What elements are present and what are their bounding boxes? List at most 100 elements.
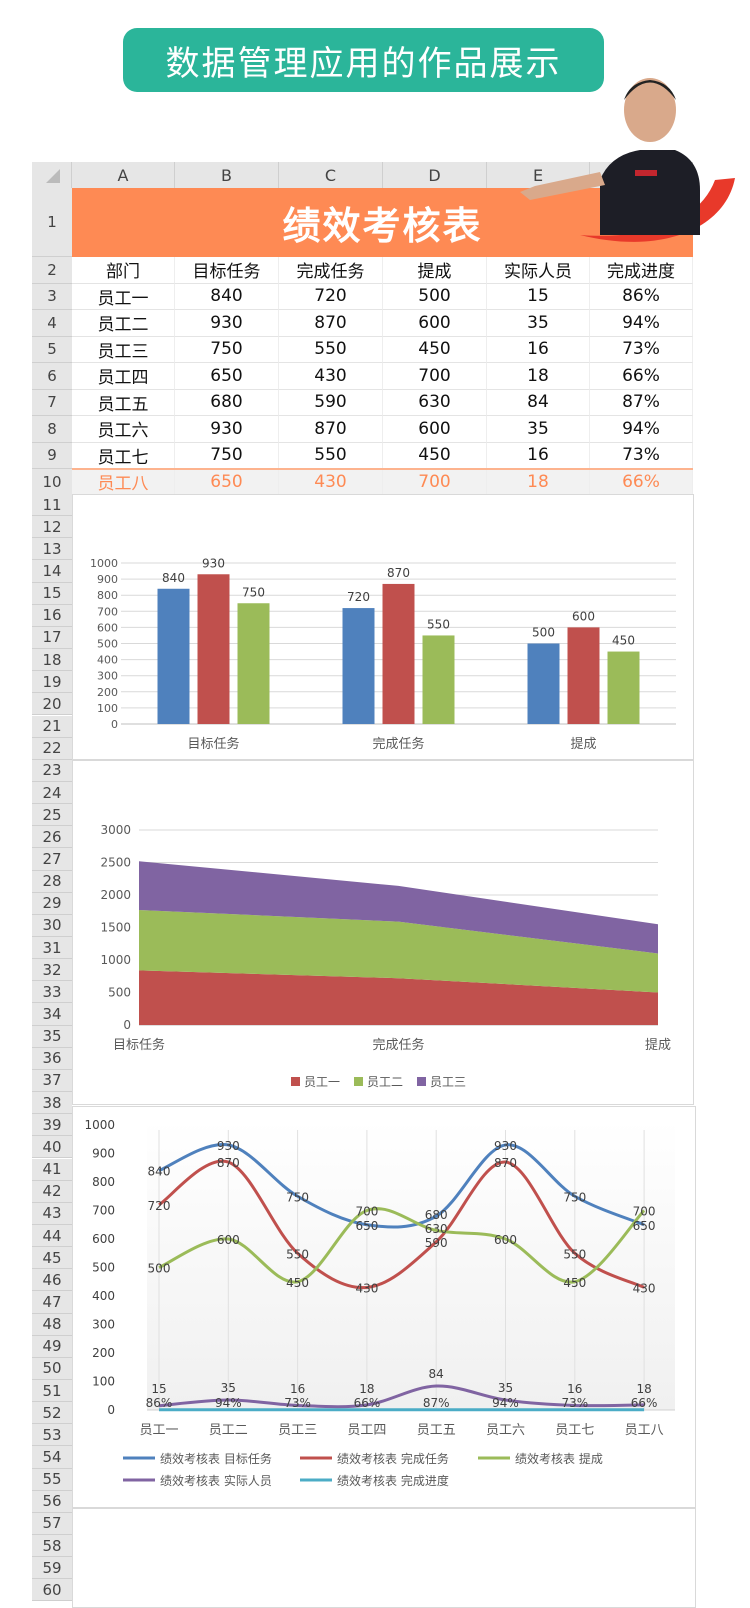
row-header-41[interactable]: 41 xyxy=(32,1159,72,1181)
row-header-8[interactable]: 8 xyxy=(32,416,72,443)
row-header-22[interactable]: 22 xyxy=(32,738,72,760)
row-header-53[interactable]: 53 xyxy=(32,1424,72,1446)
table-cell[interactable]: 15 xyxy=(487,284,590,311)
row-header-33[interactable]: 33 xyxy=(32,981,72,1003)
header-cell[interactable]: 部门 xyxy=(72,257,175,284)
header-cell[interactable]: 目标任务 xyxy=(175,257,279,284)
table-cell[interactable]: 94% xyxy=(590,310,693,337)
table-cell[interactable]: 550 xyxy=(279,337,383,364)
row-header-38[interactable]: 38 xyxy=(32,1092,72,1114)
table-cell[interactable]: 94% xyxy=(590,416,693,443)
table-cell[interactable]: 73% xyxy=(590,443,693,470)
table-cell[interactable]: 18 xyxy=(487,363,590,390)
row-header-37[interactable]: 37 xyxy=(32,1070,72,1092)
row-header-23[interactable]: 23 xyxy=(32,760,72,782)
table-cell[interactable]: 员工二 xyxy=(72,310,175,337)
row-header-4[interactable]: 4 xyxy=(32,310,72,337)
row-header-13[interactable]: 13 xyxy=(32,538,72,560)
table-cell[interactable]: 930 xyxy=(175,416,279,443)
table-cell[interactable]: 16 xyxy=(487,443,590,470)
row-header-2[interactable]: 2 xyxy=(32,257,72,284)
table-cell[interactable]: 700 xyxy=(383,469,487,496)
table-cell[interactable]: 650 xyxy=(175,469,279,496)
table-cell[interactable]: 员工六 xyxy=(72,416,175,443)
header-cell[interactable]: 实际人员 xyxy=(487,257,590,284)
row-header-6[interactable]: 6 xyxy=(32,363,72,390)
row-header-9[interactable]: 9 xyxy=(32,443,72,470)
table-cell[interactable]: 员工三 xyxy=(72,337,175,364)
table-cell[interactable]: 630 xyxy=(383,390,487,417)
row-header-10[interactable]: 10 xyxy=(32,469,72,496)
row-header-17[interactable]: 17 xyxy=(32,627,72,649)
row-header-24[interactable]: 24 xyxy=(32,782,72,804)
column-header-A[interactable]: A xyxy=(72,162,175,188)
row-header-46[interactable]: 46 xyxy=(32,1269,72,1291)
header-cell[interactable]: 完成任务 xyxy=(279,257,383,284)
table-cell[interactable]: 员工一 xyxy=(72,284,175,311)
header-cell[interactable]: 完成进度 xyxy=(590,257,693,284)
row-header-25[interactable]: 25 xyxy=(32,804,72,826)
table-cell[interactable]: 720 xyxy=(279,284,383,311)
row-header-20[interactable]: 20 xyxy=(32,693,72,715)
row-header-14[interactable]: 14 xyxy=(32,560,72,582)
table-cell[interactable]: 870 xyxy=(279,310,383,337)
row-header-51[interactable]: 51 xyxy=(32,1380,72,1402)
row-header-27[interactable]: 27 xyxy=(32,848,72,870)
table-cell[interactable]: 430 xyxy=(279,363,383,390)
row-header-58[interactable]: 58 xyxy=(32,1535,72,1557)
row-header-60[interactable]: 60 xyxy=(32,1579,72,1601)
table-cell[interactable]: 66% xyxy=(590,469,693,496)
table-cell[interactable]: 员工五 xyxy=(72,390,175,417)
row-header-36[interactable]: 36 xyxy=(32,1048,72,1070)
table-cell[interactable]: 员工七 xyxy=(72,443,175,470)
table-cell[interactable]: 600 xyxy=(383,416,487,443)
row-header-7[interactable]: 7 xyxy=(32,390,72,417)
row-header-3[interactable]: 3 xyxy=(32,284,72,311)
table-cell[interactable]: 590 xyxy=(279,390,383,417)
table-cell[interactable]: 750 xyxy=(175,337,279,364)
row-header-48[interactable]: 48 xyxy=(32,1314,72,1336)
table-cell[interactable]: 550 xyxy=(279,443,383,470)
row-header-32[interactable]: 32 xyxy=(32,959,72,981)
table-cell[interactable]: 650 xyxy=(175,363,279,390)
row-header-12[interactable]: 12 xyxy=(32,516,72,538)
table-cell[interactable]: 450 xyxy=(383,443,487,470)
column-header-B[interactable]: B xyxy=(175,162,279,188)
header-cell[interactable]: 提成 xyxy=(383,257,487,284)
row-header-16[interactable]: 16 xyxy=(32,605,72,627)
row-header-18[interactable]: 18 xyxy=(32,649,72,671)
row-header-19[interactable]: 19 xyxy=(32,671,72,693)
table-cell[interactable]: 600 xyxy=(383,310,487,337)
row-header-11[interactable]: 11 xyxy=(32,494,72,516)
row-header-29[interactable]: 29 xyxy=(32,893,72,915)
table-cell[interactable]: 930 xyxy=(175,310,279,337)
table-cell[interactable]: 35 xyxy=(487,310,590,337)
row-header-52[interactable]: 52 xyxy=(32,1402,72,1424)
row-header-45[interactable]: 45 xyxy=(32,1247,72,1269)
table-cell[interactable]: 87% xyxy=(590,390,693,417)
select-all-corner[interactable] xyxy=(32,162,72,188)
table-cell[interactable]: 700 xyxy=(383,363,487,390)
row-header-31[interactable]: 31 xyxy=(32,937,72,959)
table-cell[interactable]: 84 xyxy=(487,390,590,417)
row-header-54[interactable]: 54 xyxy=(32,1446,72,1468)
row-header-40[interactable]: 40 xyxy=(32,1136,72,1158)
table-cell[interactable]: 680 xyxy=(175,390,279,417)
table-cell[interactable]: 66% xyxy=(590,363,693,390)
table-cell[interactable]: 员工八 xyxy=(72,469,175,496)
table-cell[interactable]: 35 xyxy=(487,416,590,443)
table-cell[interactable]: 750 xyxy=(175,443,279,470)
table-cell[interactable]: 18 xyxy=(487,469,590,496)
table-cell[interactable]: 86% xyxy=(590,284,693,311)
row-header-47[interactable]: 47 xyxy=(32,1291,72,1313)
row-header-44[interactable]: 44 xyxy=(32,1225,72,1247)
row-header-39[interactable]: 39 xyxy=(32,1114,72,1136)
row-header-15[interactable]: 15 xyxy=(32,583,72,605)
row-header-30[interactable]: 30 xyxy=(32,915,72,937)
row-header-34[interactable]: 34 xyxy=(32,1003,72,1025)
table-cell[interactable]: 16 xyxy=(487,337,590,364)
row-header-55[interactable]: 55 xyxy=(32,1469,72,1491)
row-header-26[interactable]: 26 xyxy=(32,826,72,848)
